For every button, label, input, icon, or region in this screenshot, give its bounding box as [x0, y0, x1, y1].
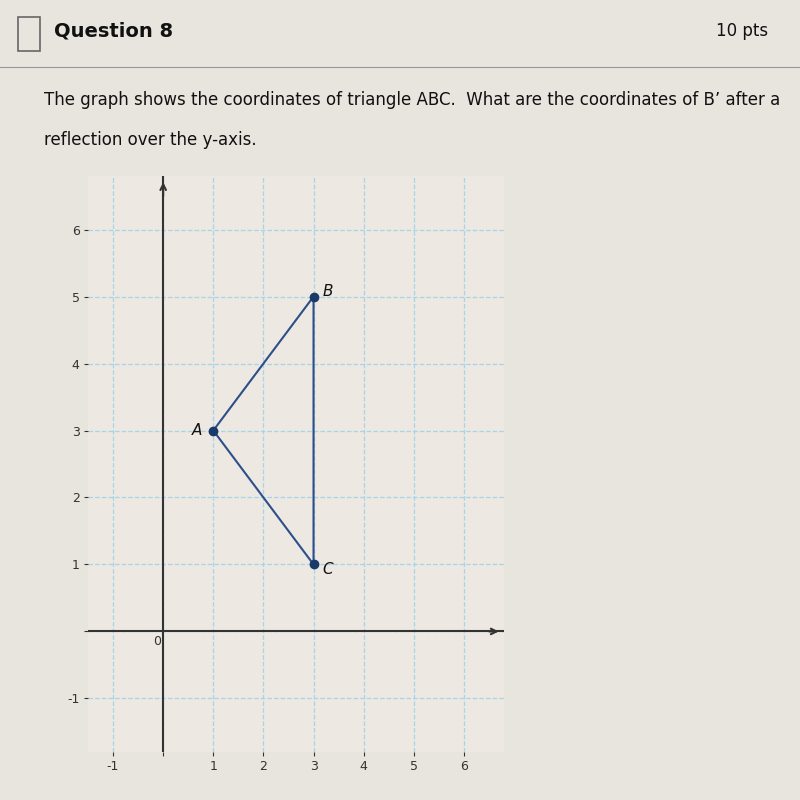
Text: Question 8: Question 8: [54, 22, 174, 41]
Text: 0: 0: [153, 635, 161, 648]
Text: The graph shows the coordinates of triangle ABC.  What are the coordinates of B’: The graph shows the coordinates of trian…: [44, 91, 780, 109]
Text: 10 pts: 10 pts: [716, 22, 768, 40]
Text: reflection over the y-axis.: reflection over the y-axis.: [44, 130, 257, 149]
Text: C: C: [322, 562, 333, 578]
Text: A: A: [192, 423, 202, 438]
Text: B: B: [322, 284, 333, 298]
